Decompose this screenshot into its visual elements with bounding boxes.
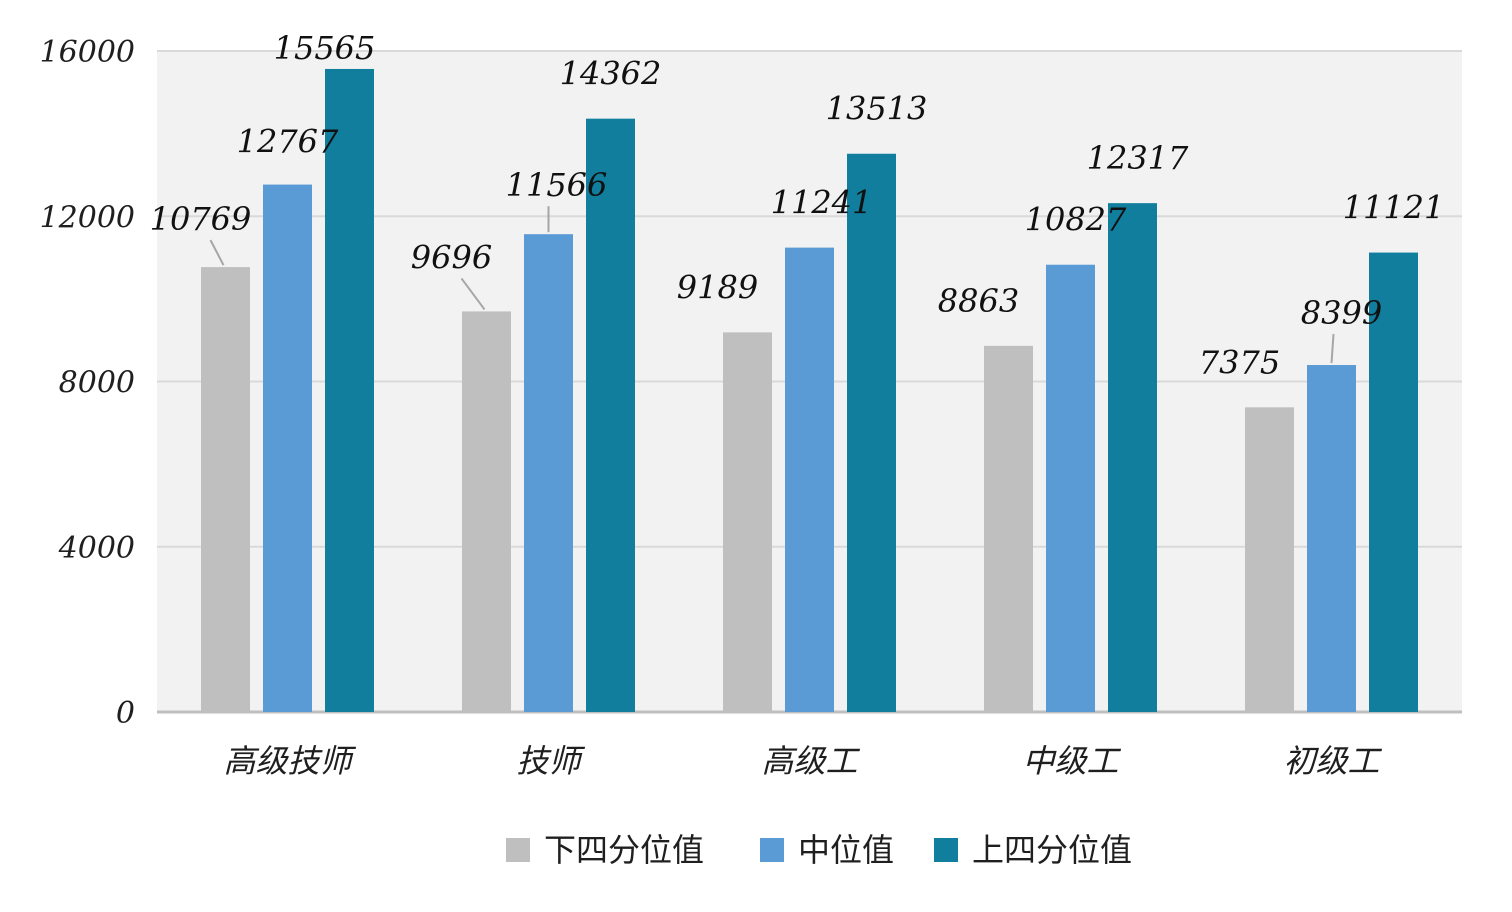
bar	[325, 68, 374, 712]
data-label: 9696	[411, 238, 492, 276]
x-category-label: 技师	[516, 742, 585, 780]
y-axis-ticks: 0 4000 8000 12000 16000	[40, 35, 135, 731]
data-label: 12317	[1087, 139, 1189, 177]
bar	[1046, 264, 1095, 712]
data-label: 15565	[274, 29, 376, 67]
data-label: 9189	[677, 268, 758, 306]
y-tick-label: 0	[116, 696, 135, 731]
data-labels: 10769 9696 9189 8863 7375 12767 11566 11241 1082…	[150, 29, 1445, 381]
bar	[263, 184, 312, 713]
bar	[586, 118, 635, 713]
bar	[984, 345, 1033, 712]
bars	[201, 68, 1418, 713]
y-tick-label: 4000	[58, 531, 135, 566]
bar	[462, 311, 511, 712]
bar	[1307, 365, 1356, 712]
bar	[1108, 203, 1157, 712]
x-category-label: 高级工	[761, 742, 860, 780]
leader-line	[460, 277, 486, 311]
y-tick-label: 12000	[40, 200, 135, 235]
data-label: 8863	[938, 282, 1019, 320]
bar	[847, 153, 896, 712]
x-axis-categories: 高级技师 技师 高级工 中级工 初级工	[223, 742, 1382, 780]
legend-label: 下四分位值	[544, 831, 704, 869]
data-label: 11241	[771, 184, 873, 222]
x-category-label: 中级工	[1022, 742, 1121, 780]
bar	[1369, 252, 1418, 712]
leader-lines	[209, 206, 1335, 364]
data-label: 11566	[506, 166, 608, 204]
data-label: 12767	[237, 123, 339, 161]
x-category-label: 高级技师	[223, 742, 356, 780]
bar	[524, 234, 573, 712]
legend-label: 中位值	[798, 831, 894, 869]
legend-swatch	[934, 838, 958, 862]
legend-swatch	[506, 838, 530, 862]
data-label: 7375	[1199, 343, 1280, 381]
bar	[723, 332, 772, 712]
legend-swatch	[760, 838, 784, 862]
data-label: 10827	[1025, 201, 1127, 239]
leader-line	[1330, 333, 1335, 364]
bar	[785, 247, 834, 712]
data-label: 14362	[560, 55, 662, 93]
data-label: 8399	[1301, 294, 1382, 332]
legend-label: 上四分位值	[972, 831, 1132, 869]
legend: 下四分位值 中位值 上四分位值	[506, 831, 1132, 869]
leader-line	[209, 239, 225, 266]
bar	[201, 267, 250, 712]
data-label: 13513	[826, 90, 928, 128]
y-tick-label: 16000	[40, 35, 135, 70]
y-tick-label: 8000	[59, 366, 135, 401]
bar	[1245, 407, 1294, 712]
x-category-label: 初级工	[1283, 742, 1382, 780]
data-label: 11121	[1343, 189, 1445, 227]
data-label: 10769	[150, 200, 252, 238]
